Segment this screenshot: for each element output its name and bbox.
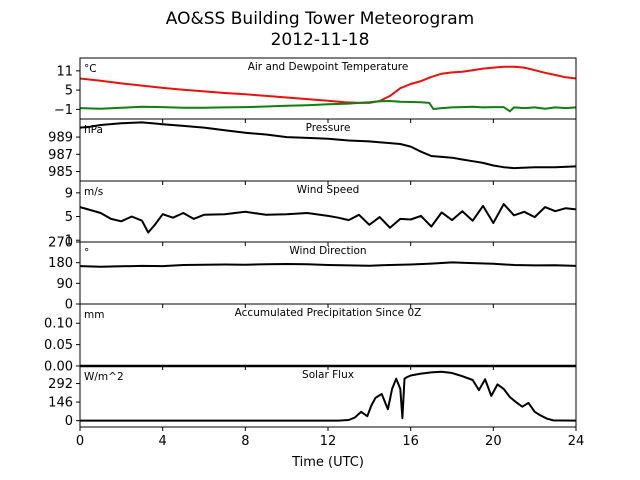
accumulated-precipitation-since-0z-unit: mm [84,309,104,321]
wind-speed-unit: m/s [84,186,103,198]
wind-speed-ytick-label-2: 9 [65,186,73,201]
wind-direction-ytick-label-0: 0 [65,298,73,313]
solar-flux-unit: W/m^2 [84,371,124,383]
pressure-ytick-label-0: 985 [48,165,73,180]
air-and-dewpoint-temperature-ytick-label-2: 11 [56,64,73,79]
x-tick-label-1: 4 [159,434,167,449]
x-axis-label: Time (UTC) [291,455,364,470]
pressure-panel: 985 987 989 hPa Pressure [48,118,577,185]
wind-speed-title: Wind Speed [297,184,360,196]
air-and-dewpoint-temperature-ytick-label-1: 5 [65,84,73,99]
x-axis: 0 4 8 12 16 20 24 Time (UTC) [76,434,584,470]
wind-direction-ytick-label-3: 270 [48,236,73,251]
figure-title: AO&SS Building Tower Meteorogram [166,9,474,29]
wind-speed-ytick-label-0: 1 [65,234,73,249]
air-and-dewpoint-temperature-ytick-label-0: −1 [54,103,73,118]
solar-flux-ytick-label-2: 292 [48,377,73,392]
solar-flux-series-0 [80,370,577,422]
pressure-ytick-label-2: 989 [48,131,73,146]
pressure-title: Pressure [306,122,351,134]
wind-direction-ytick-label-1: 90 [56,277,73,292]
x-tick-label-2: 8 [241,434,249,449]
accumulated-precipitation-since-0z-title: Accumulated Precipitation Since 0Z [235,307,422,319]
air-and-dewpoint-temperature-panel: −1 5 11 °C Air and Dewpoint Temperature [54,57,577,123]
accumulated-precipitation-since-0z-ytick-label-1: 0.05 [44,338,73,353]
solar-flux-title: Solar Flux [302,369,354,381]
pressure-ytick-label-1: 987 [48,148,73,163]
wind-speed-ytick-label-1: 5 [65,210,73,225]
pressure-unit: hPa [84,124,103,136]
x-tick-label-0: 0 [76,434,84,449]
air-and-dewpoint-temperature-series-1 [79,100,577,113]
accumulated-precipitation-since-0z-ytick-label-0: 0.00 [44,360,73,375]
wind-direction-unit: ° [84,247,89,259]
x-tick-label-4: 16 [402,434,419,449]
solar-flux-panel: 0 146 292 W/m^2 Solar Flux [48,365,577,431]
figure-date: 2012-11-18 [271,30,370,50]
air-and-dewpoint-temperature-unit: °C [84,63,97,75]
accumulated-precipitation-since-0z-panel: 0.00 0.05 0.10 mm Accumulated Precipitation … [44,303,577,375]
x-tick-label-6: 24 [568,434,585,449]
wind-direction-ytick-label-2: 180 [48,256,73,271]
air-and-dewpoint-temperature-series-0 [79,65,577,104]
wind-speed-series-0 [79,203,577,234]
solar-flux-ytick-label-1: 146 [48,396,73,411]
wind-speed-panel: 1 5 9 m/s Wind Speed [65,180,577,249]
pressure-series-0 [79,121,577,170]
accumulated-precipitation-since-0z-ytick-label-2: 0.10 [44,317,73,332]
solar-flux-ytick-label-0: 0 [65,414,73,429]
wind-direction-title: Wind Direction [289,245,366,257]
x-tick-label-3: 12 [320,434,337,449]
x-tick-label-5: 20 [485,434,502,449]
wind-direction-series-0 [79,261,577,268]
air-and-dewpoint-temperature-title: Air and Dewpoint Temperature [248,61,409,73]
wind-direction-panel: 0 90 180 270 ° Wind Direction [48,236,577,313]
